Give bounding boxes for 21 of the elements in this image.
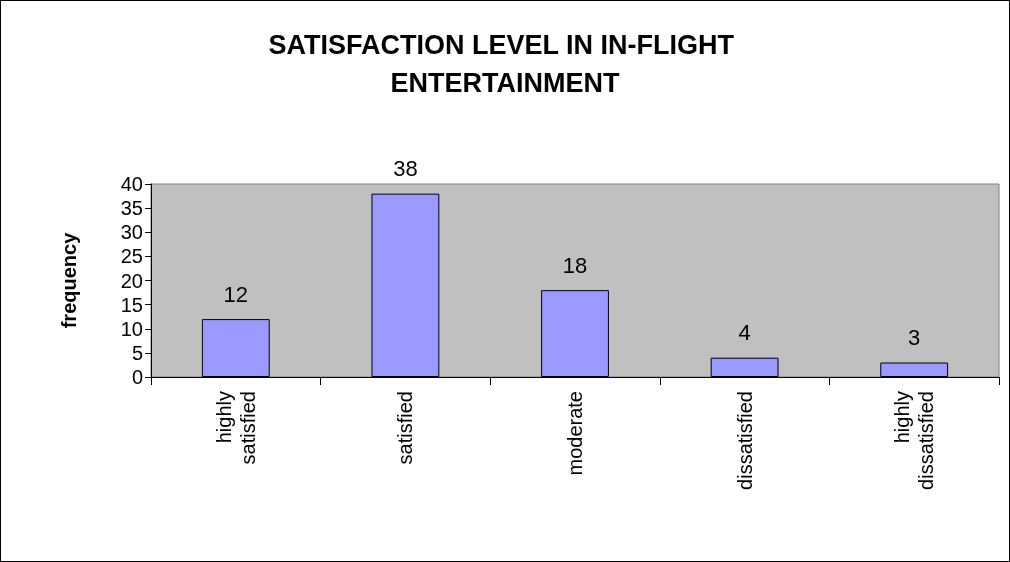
y-tick-label: 0 — [131, 366, 143, 388]
data-label: 4 — [738, 320, 751, 346]
chart-title: SATISFACTION LEVEL IN IN-FLIGHT ENTERTAINMENT — [268, 30, 742, 98]
x-tick-label: satisfied — [394, 391, 417, 465]
y-tick-label: 10 — [120, 317, 143, 340]
y-tick-label: 30 — [120, 221, 143, 244]
data-label: 18 — [562, 252, 588, 278]
x-tick-label: highly dissatisfied — [891, 391, 938, 490]
data-label: 3 — [908, 325, 921, 351]
y-tick-label: 20 — [120, 269, 143, 292]
y-tick-label: 5 — [131, 341, 143, 364]
y-axis-title: frequency — [58, 231, 80, 329]
x-tick-label: dissatisfied — [733, 391, 756, 490]
data-label: 12 — [223, 281, 249, 307]
y-tick-label: 15 — [120, 293, 143, 316]
y-tick-label: 40 — [120, 173, 143, 195]
data-label: 38 — [393, 156, 418, 182]
y-tick-label: 25 — [120, 245, 143, 268]
x-tick-label: moderate — [564, 391, 586, 476]
y-tick-label: 35 — [120, 197, 143, 220]
x-tick-label: highly satisfied — [212, 391, 259, 465]
